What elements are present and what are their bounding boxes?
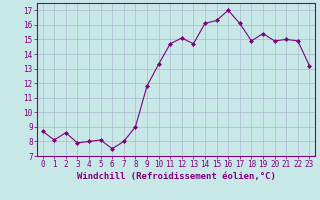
X-axis label: Windchill (Refroidissement éolien,°C): Windchill (Refroidissement éolien,°C) <box>76 172 276 181</box>
